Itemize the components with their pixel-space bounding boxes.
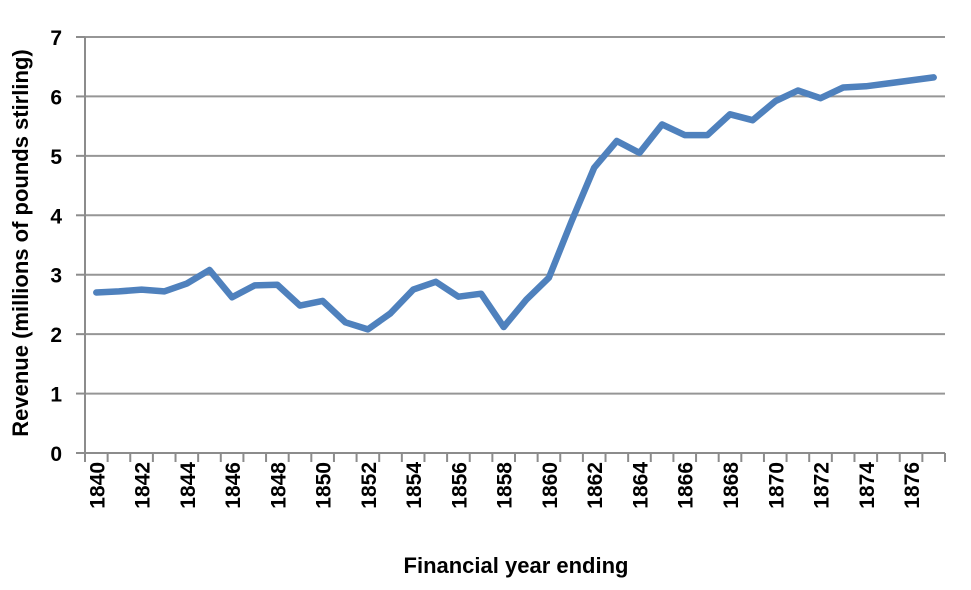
x-tick-label: 1848 [267, 462, 290, 509]
x-tick-label: 1844 [177, 462, 200, 509]
y-tick-label: 6 [50, 86, 62, 109]
y-tick-label: 7 [50, 27, 62, 50]
y-tick-label: 1 [50, 384, 62, 407]
x-tick-label: 1854 [403, 462, 426, 509]
x-tick-label: 1858 [494, 462, 517, 509]
x-tick-label: 1874 [856, 462, 879, 509]
y-tick-label: 3 [50, 265, 62, 288]
y-tick-label: 4 [50, 205, 62, 228]
y-tick-label: 0 [50, 443, 62, 466]
x-tick-label: 1840 [86, 462, 109, 509]
x-tick-label: 1842 [132, 462, 155, 509]
x-tick-label: 1862 [584, 462, 607, 509]
x-tick-label: 1864 [629, 462, 652, 509]
x-tick-label: 1876 [901, 462, 924, 509]
x-tick-label: 1860 [539, 462, 562, 509]
plot-area: 0 1 2 3 4 5 6 7 1840 1842 1844 1846 1848 1850 1852 1854… [50, 27, 946, 509]
y-axis-title: Revenue (millions of pounds stirling) [8, 49, 33, 436]
y-tick-label: 2 [50, 324, 62, 347]
x-tick-label: 1856 [448, 462, 471, 509]
x-tick-label: 1866 [675, 462, 698, 509]
x-tick-label: 1872 [811, 462, 834, 509]
x-tick-label: 1870 [765, 462, 788, 509]
x-tick-label: 1852 [358, 462, 381, 509]
x-tick-label: 1846 [222, 462, 245, 509]
x-tick-label: 1868 [720, 462, 743, 509]
x-axis-title: Financial year ending [404, 553, 629, 578]
x-tick-label: 1850 [313, 462, 336, 509]
revenue-series-line [93, 74, 937, 333]
y-tick-label: 5 [50, 146, 62, 169]
